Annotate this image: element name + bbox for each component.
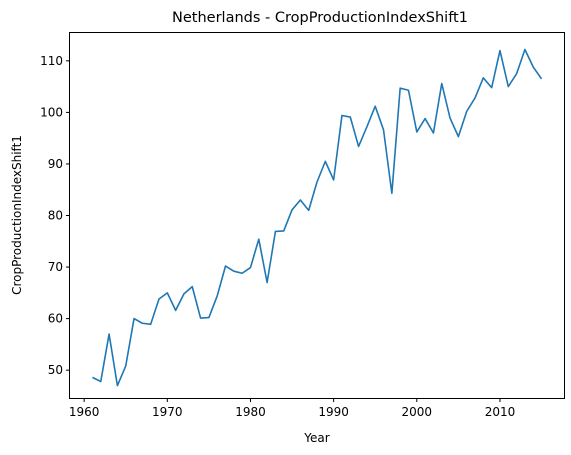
y-ticks: 50 60 70 80 90 100 110 [40,54,70,377]
y-tick-label: 70 [48,260,63,274]
y-tick-label: 110 [40,54,63,68]
y-axis-label: CropProductionIndexShift1 [10,135,24,295]
x-tick-label: 1960 [69,405,100,419]
x-tick-label: 1990 [318,405,349,419]
x-tick-label: 1970 [152,405,183,419]
series-layer [92,48,543,387]
x-ticks: 1960 1970 1980 1990 2000 2010 [69,398,515,419]
x-tick-label: 1980 [235,405,266,419]
x-tick-label: 2000 [402,405,433,419]
x-axis-label: Year [303,431,329,445]
x-tick-label: 2010 [485,405,516,419]
y-tick-label: 90 [48,157,63,171]
chart-title: Netherlands - CropProductionIndexShift1 [172,10,468,26]
y-tick-label: 60 [48,312,63,326]
y-tick-label: 80 [48,209,63,223]
plot-frame [69,32,565,399]
y-tick-label: 50 [48,363,63,377]
series-line [92,48,543,387]
y-tick-label: 100 [40,105,63,119]
